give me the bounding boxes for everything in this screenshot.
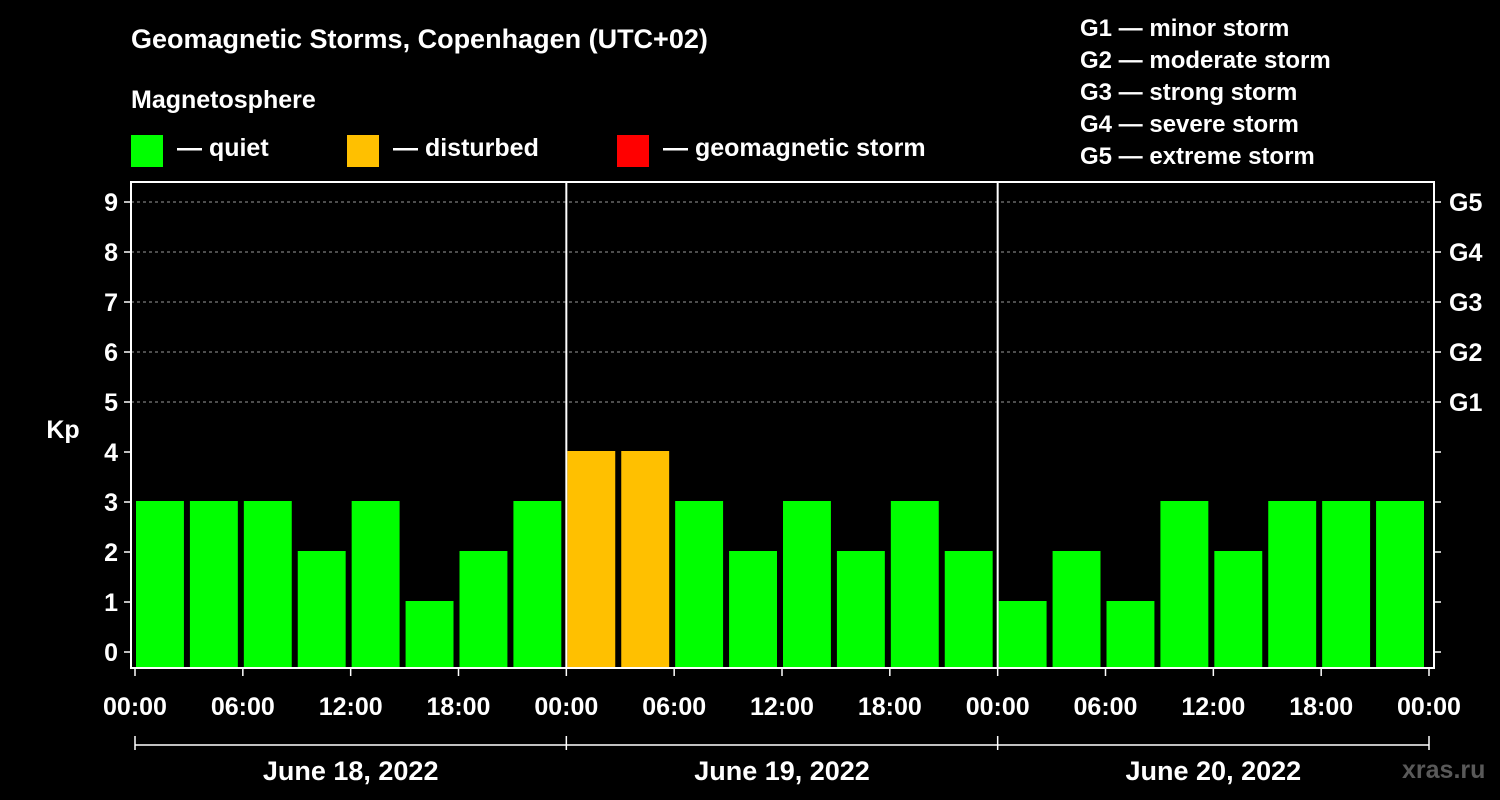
x-tick-label: 12:00 xyxy=(750,693,814,721)
x-tick-label: 00:00 xyxy=(103,693,167,721)
kp-bar xyxy=(836,551,885,668)
storm-scale-g2: G2 — moderate storm xyxy=(1080,47,1331,74)
kp-bar xyxy=(1214,551,1263,668)
x-tick-label: 18:00 xyxy=(858,693,922,721)
x-tick-label: 00:00 xyxy=(534,693,598,721)
kp-bar xyxy=(998,601,1047,668)
kp-bar xyxy=(136,501,184,668)
x-tick-label: 18:00 xyxy=(427,693,491,721)
kp-bar xyxy=(567,451,616,668)
kp-bar xyxy=(513,501,562,668)
y-tick-label: 8 xyxy=(104,239,118,267)
y-tick-label: 7 xyxy=(104,289,118,317)
x-tick-label: 12:00 xyxy=(319,693,383,721)
x-tick-label: 18:00 xyxy=(1289,693,1353,721)
legend-label-storm: — geomagnetic storm xyxy=(663,134,926,162)
kp-bar xyxy=(944,551,993,668)
kp-bar xyxy=(297,551,346,668)
x-tick-label: 00:00 xyxy=(966,693,1030,721)
y-tick-label: 4 xyxy=(104,439,118,467)
legend-swatch-storm xyxy=(617,135,649,167)
kp-bar xyxy=(783,501,831,668)
kp-bar xyxy=(890,501,939,668)
storm-scale-g3: G3 — strong storm xyxy=(1080,79,1298,106)
day-label: June 20, 2022 xyxy=(1126,756,1302,786)
legend-label-quiet: — quiet xyxy=(177,134,269,162)
storm-scale-g5: G5 — extreme storm xyxy=(1080,143,1315,170)
x-tick-label: 06:00 xyxy=(642,693,706,721)
y-tick-label: 9 xyxy=(104,189,118,217)
y-tick-label: 1 xyxy=(104,589,118,617)
kp-bar xyxy=(729,551,777,668)
x-tick-label: 12:00 xyxy=(1181,693,1245,721)
legend-label-disturbed: — disturbed xyxy=(393,134,539,162)
storm-level-label: G3 xyxy=(1449,289,1482,317)
y-axis-title: Kp xyxy=(46,416,79,444)
storm-scale-g1: G1 — minor storm xyxy=(1080,15,1290,42)
storm-scale-g4: G4 — severe storm xyxy=(1080,111,1299,138)
kp-bar xyxy=(675,501,724,668)
kp-bar xyxy=(189,501,238,668)
credit-text: xras.ru xyxy=(1402,756,1486,784)
kp-bar xyxy=(351,501,400,668)
legend-swatch-disturbed xyxy=(347,135,379,167)
storm-level-label: G5 xyxy=(1449,189,1482,217)
kp-bar xyxy=(459,551,508,668)
kp-bar xyxy=(1376,501,1424,668)
magnetosphere-title: Magnetosphere xyxy=(131,86,316,114)
x-tick-label: 06:00 xyxy=(1074,693,1138,721)
kp-bar xyxy=(1322,501,1371,668)
day-label: June 19, 2022 xyxy=(694,756,870,786)
legend-swatch-quiet xyxy=(131,135,163,167)
y-tick-label: 5 xyxy=(104,389,118,417)
y-tick-label: 0 xyxy=(104,639,118,667)
kp-bar xyxy=(1160,501,1209,668)
x-tick-label: 00:00 xyxy=(1397,693,1461,721)
y-tick-label: 2 xyxy=(104,539,118,567)
x-tick-label: 06:00 xyxy=(211,693,275,721)
kp-bar xyxy=(243,501,292,668)
storm-level-label: G2 xyxy=(1449,339,1482,367)
kp-bar xyxy=(405,601,454,668)
chart-title: Geomagnetic Storms, Copenhagen (UTC+02) xyxy=(131,24,708,54)
kp-bar xyxy=(621,451,670,668)
kp-bar xyxy=(1106,601,1155,668)
y-tick-label: 3 xyxy=(104,489,118,517)
storm-level-label: G4 xyxy=(1449,239,1482,267)
day-label: June 18, 2022 xyxy=(263,756,439,786)
kp-bar xyxy=(1052,551,1101,668)
y-tick-label: 6 xyxy=(104,339,118,367)
storm-level-label: G1 xyxy=(1449,389,1482,417)
kp-bar xyxy=(1268,501,1317,668)
